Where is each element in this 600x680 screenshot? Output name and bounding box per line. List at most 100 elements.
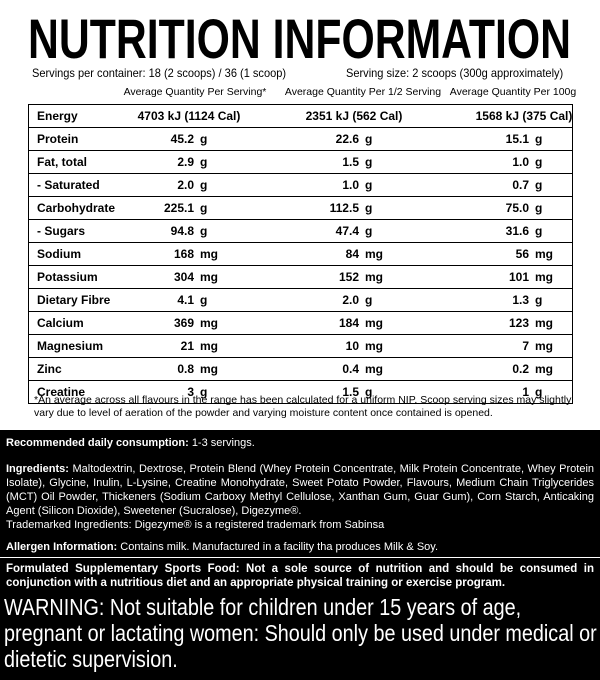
amount: 7 [522,339,529,353]
amount: 2.0 [342,293,359,307]
unit: g [365,385,373,399]
amount: 31.6 [505,224,529,238]
nutrient-name: Magnesium [37,339,104,353]
unit: g [365,178,373,192]
amount: 56 [515,247,529,261]
amount: 4.1 [177,293,194,307]
unit: mg [200,362,218,376]
amount: 2.9 [177,155,194,169]
unit: g [365,224,373,238]
amount: 84 [345,247,359,261]
amount: 10 [345,339,359,353]
ingredients: Ingredients: Maltodextrin, Dextrose, Pro… [6,462,594,532]
amount: 112.5 [329,201,359,215]
unit: g [200,132,208,146]
unit: g [200,178,208,192]
text: Contains milk. Manufactured in a facilit… [120,541,439,553]
title: NUTRITION INFORMATION [28,7,571,66]
nutrient-name: Energy [37,109,78,123]
unit: g [535,293,543,307]
unit: g [200,224,208,238]
table-row: - Saturated 2.0 g 1.0 g 0.7 g [29,174,572,197]
amount: 94.8 [170,224,194,238]
nutrient-name: Dietary Fibre [37,293,111,307]
serving-size: Serving size: 2 scoops (300g approximate… [346,66,564,80]
table-row: Potassium 304 mg 152 mg 101 mg [29,266,572,289]
formulated: Formulated Supplementary Sports Food: No… [6,563,594,589]
amount: 1.5 [342,385,359,399]
nutrient-name: - Saturated [37,178,100,192]
nutrient-name: Carbohydrate [37,201,116,215]
amount: 184 [338,316,359,330]
table-row: Calcium 369 mg 184 mg 123 mg [29,312,572,335]
amount: 1568 kJ (375 Cal) [475,109,573,123]
amount: 0.7 [512,178,529,192]
amount: 225.1 [163,201,194,215]
amount: 45.2 [170,132,194,146]
nutrient-name: Sodium [37,247,81,261]
nutrient-name: Zinc [37,362,62,376]
unit: mg [200,270,218,284]
unit: mg [200,247,218,261]
unit: g [365,293,373,307]
amount: 101 [508,270,529,284]
amount: 22.6 [335,132,359,146]
unit: mg [200,339,218,353]
unit: g [365,201,373,215]
warning: WARNING: Not suitable for children under… [4,594,597,672]
table-row: Zinc 0.8 mg 0.4 mg 0.2 mg [29,358,572,381]
servings: Servings per container: 18 (2 scoops) / … [32,66,287,80]
amount: 1.0 [512,155,529,169]
unit: mg [535,362,553,376]
nutrient-name: - Sugars [37,224,86,238]
amount: 2351 kJ (562 Cal) [305,109,403,123]
amount: 168 [173,247,194,261]
unit: g [535,385,543,399]
amount: 1.3 [512,293,529,307]
amount: 1.5 [342,155,359,169]
nutrient-name: Protein [37,132,79,146]
unit: g [200,293,208,307]
separator [0,557,600,558]
unit: mg [365,247,383,261]
amount: 4703 kJ (1124 Cal) [137,109,241,123]
unit: mg [535,339,553,353]
footnote: *An average across all flavours in the r… [34,394,572,419]
amount: 0.2 [512,362,529,376]
text: 1-3 servings. [191,437,255,449]
trademark: Trademarked Ingredients: Digezyme® is a … [6,519,385,531]
label: Recommended daily consumption: [6,437,189,449]
title-svg: NUTRITION INFORMATION [28,7,571,66]
table-row: Fat, total 2.9 g 1.5 g 1.0 g [29,151,572,174]
allergen: Allergen Information: Contains milk. Man… [6,540,594,554]
unit: mg [365,362,383,376]
column-header: Average Quantity Per Serving* [123,86,267,98]
amount: 369 [173,316,194,330]
table-row: Protein 45.2 g 22.6 g 15.1 g [29,128,572,151]
column-headers: Average Quantity Per Serving* Average Qu… [28,86,577,104]
unit: g [365,132,373,146]
amount: 3 [187,385,194,399]
unit: g [365,155,373,169]
nutrient-name: Creatine [37,385,86,399]
unit: mg [365,316,383,330]
unit: g [535,155,543,169]
unit: g [200,201,208,215]
table-row: Carbohydrate 225.1 g 112.5 g 75.0 g [29,197,572,220]
amount: 0.8 [177,362,194,376]
amount: 1.0 [342,178,359,192]
table-row: Dietary Fibre 4.1 g 2.0 g 1.3 g [29,289,572,312]
unit: mg [535,247,553,261]
label: Ingredients: [6,463,69,475]
column-header: Average Quantity Per 1/2 Serving [284,86,442,98]
unit: mg [200,316,218,330]
amount: 1 [522,385,529,399]
amount: 304 [173,270,194,284]
unit: mg [535,316,553,330]
label: Allergen Information: [6,541,118,553]
table-row: - Sugars 94.8 g 47.4 g 31.6 g [29,220,572,243]
column-header: Average Quantity Per 100g [449,86,577,98]
table-row: Sodium 168 mg 84 mg 56 mg [29,243,572,266]
unit: g [535,132,543,146]
